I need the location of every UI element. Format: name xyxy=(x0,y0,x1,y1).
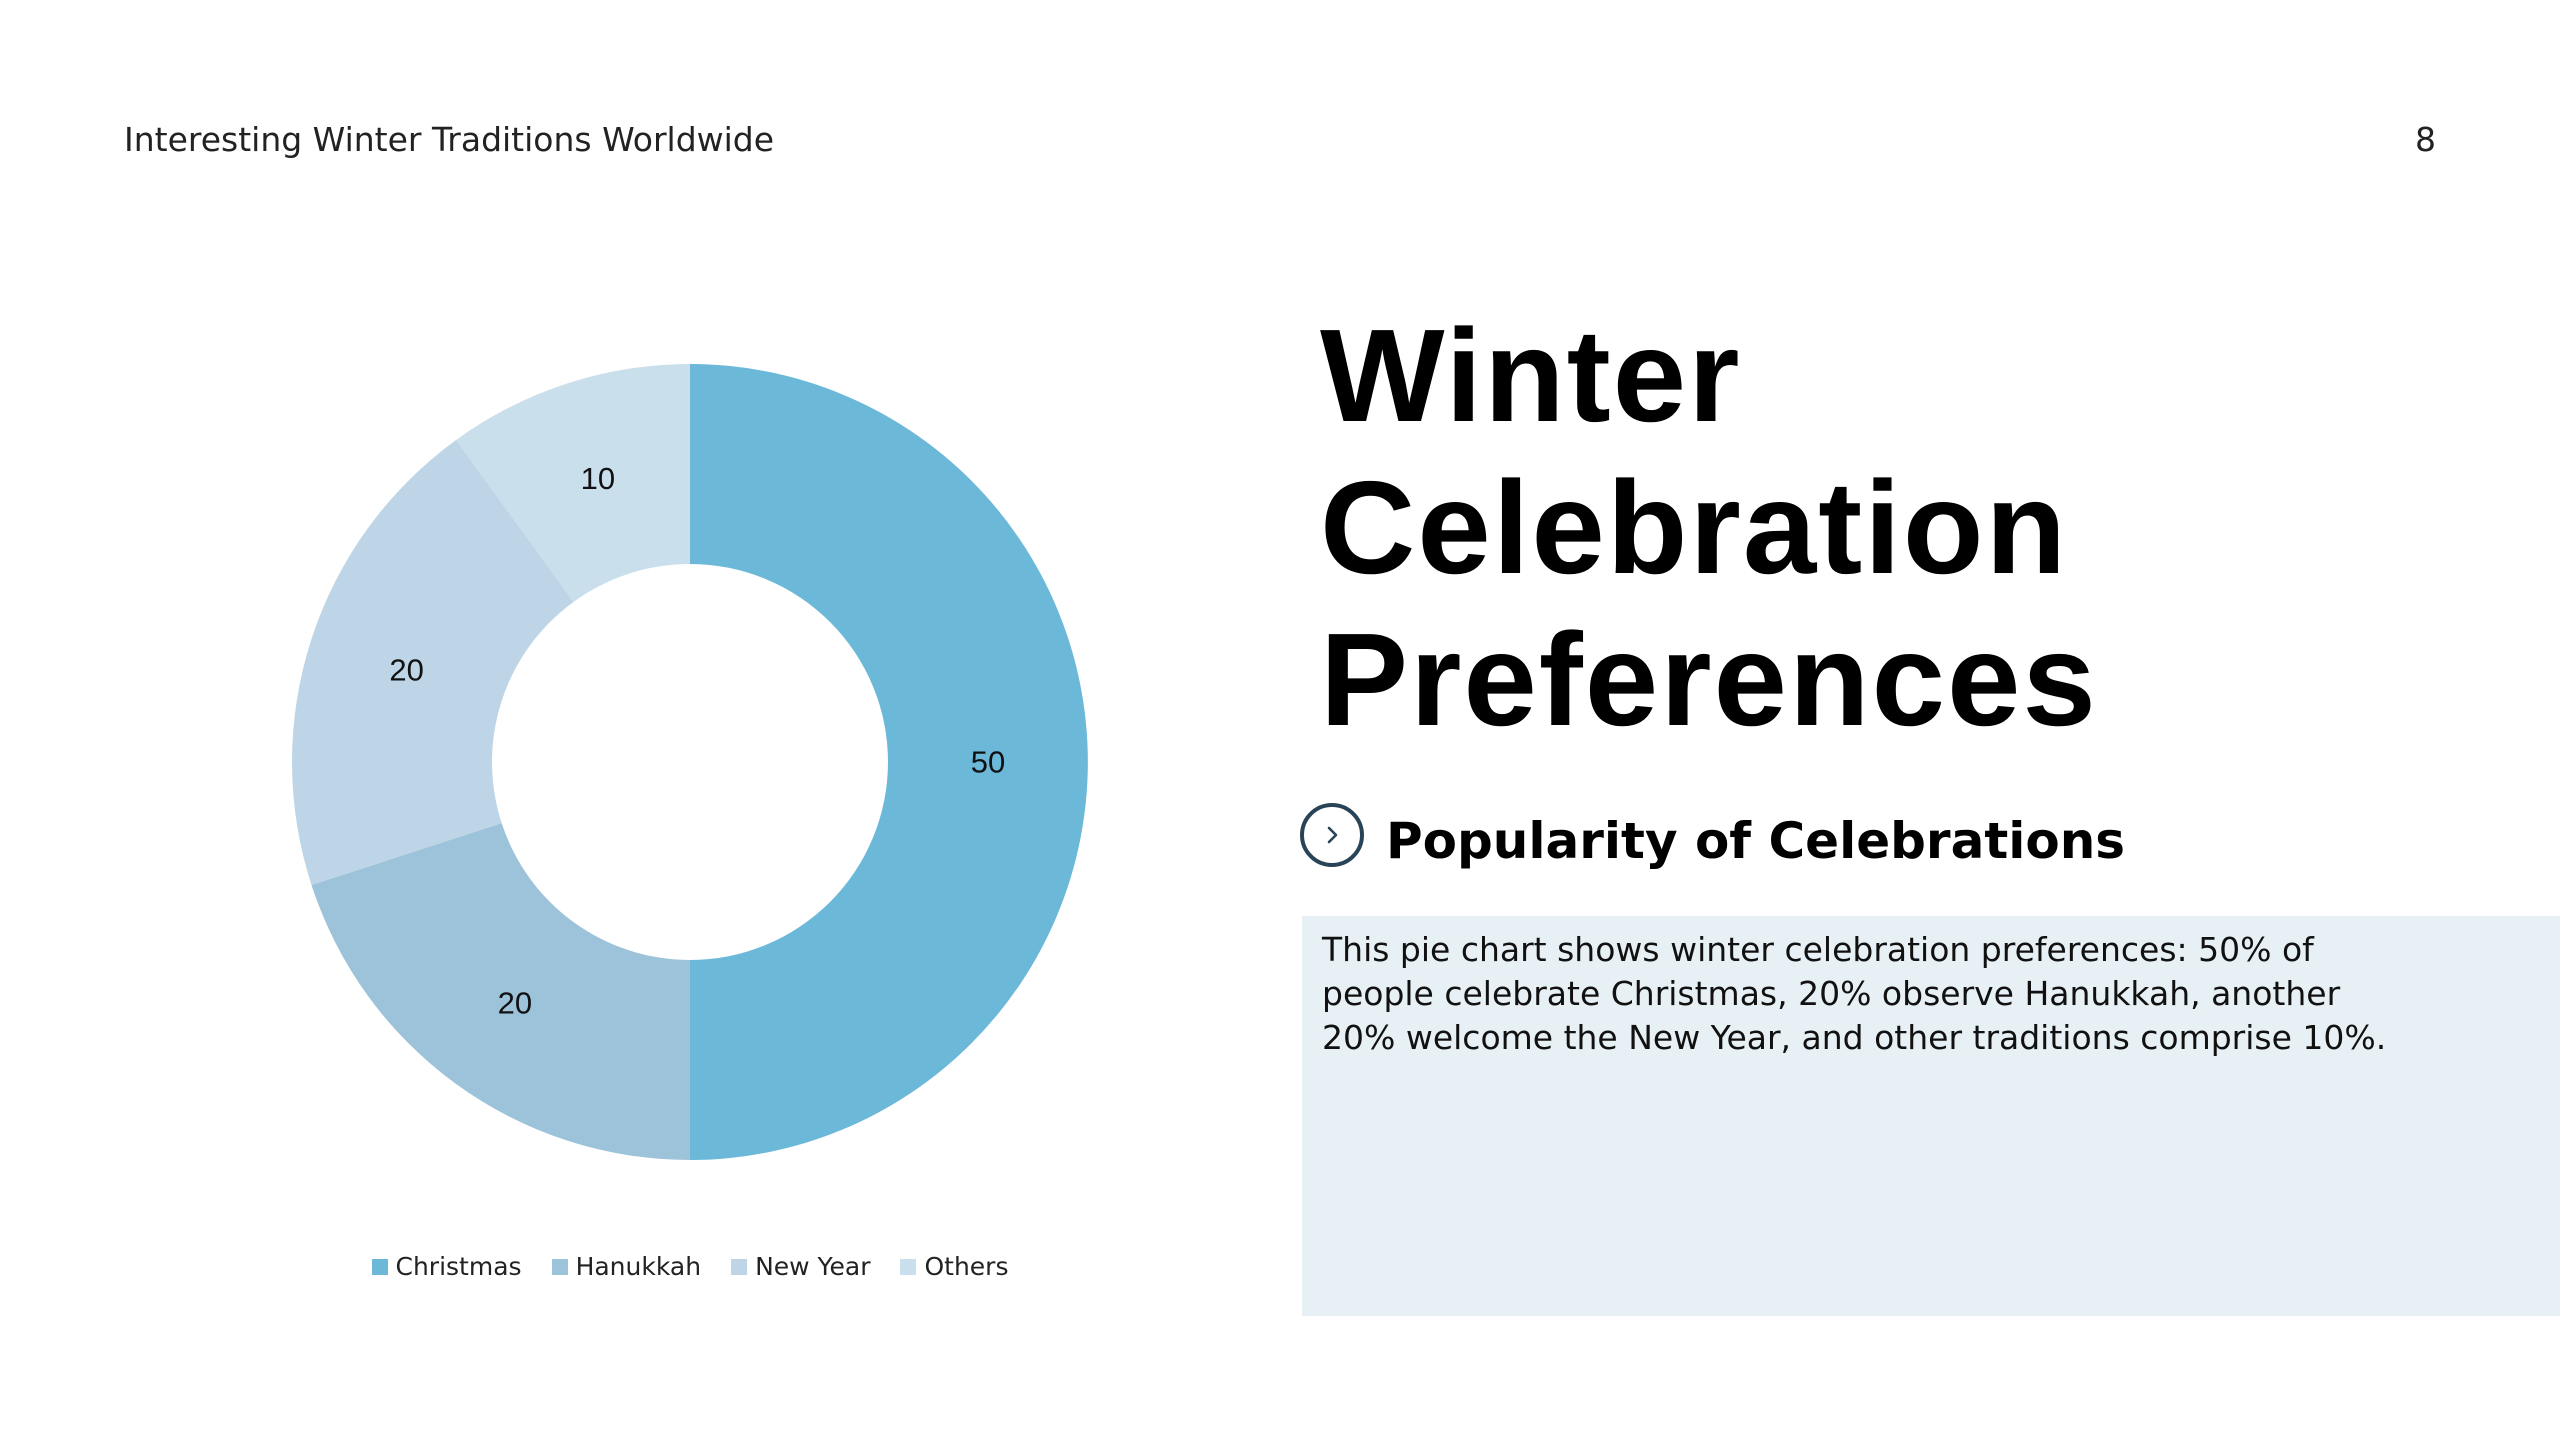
subheading-row: Popularity of Celebrations xyxy=(1300,800,2125,870)
main-title: Winter Celebration Preferences xyxy=(1320,300,2480,756)
main-title-line-3: Preferences xyxy=(1320,606,2098,753)
chart-legend: Christmas Hanukkah New Year Others xyxy=(0,1252,1380,1281)
description-box: This pie chart shows winter celebration … xyxy=(1302,916,2560,1316)
description-text: This pie chart shows winter celebration … xyxy=(1322,930,2387,1057)
main-title-line-1: Winter xyxy=(1320,302,1742,449)
donut-slice-christmas xyxy=(690,364,1088,1160)
donut-chart-svg: 50 20 20 10 xyxy=(292,364,1088,1160)
legend-item-christmas: Christmas xyxy=(371,1252,522,1281)
chevron-right-icon xyxy=(1300,803,1364,867)
legend-swatch xyxy=(371,1258,388,1275)
legend-label: Hanukkah xyxy=(575,1252,702,1281)
legend-item-new-year: New Year xyxy=(731,1252,870,1281)
legend-item-hanukkah: Hanukkah xyxy=(551,1252,702,1281)
main-title-line-2: Celebration xyxy=(1320,454,2069,601)
legend-swatch xyxy=(731,1258,748,1275)
legend-label: New Year xyxy=(755,1252,871,1281)
data-label-others: 10 xyxy=(581,461,615,496)
header-title: Interesting Winter Traditions Worldwide xyxy=(124,120,775,159)
legend-label: Others xyxy=(924,1252,1009,1281)
donut-chart: 50 20 20 10 xyxy=(240,330,1140,1310)
data-label-hanukkah: 20 xyxy=(498,986,532,1021)
data-label-new-year: 20 xyxy=(389,652,423,687)
legend-label: Christmas xyxy=(395,1252,522,1281)
data-label-christmas: 50 xyxy=(971,745,1005,780)
legend-swatch xyxy=(551,1258,568,1275)
legend-swatch xyxy=(900,1258,917,1275)
donut-slice-hanukkah xyxy=(311,823,690,1160)
subheading: Popularity of Celebrations xyxy=(1386,812,2126,870)
page-number: 8 xyxy=(2415,120,2436,159)
donut-slice-others xyxy=(456,364,690,602)
donut-slice-new-year xyxy=(292,440,574,885)
legend-item-others: Others xyxy=(900,1252,1008,1281)
